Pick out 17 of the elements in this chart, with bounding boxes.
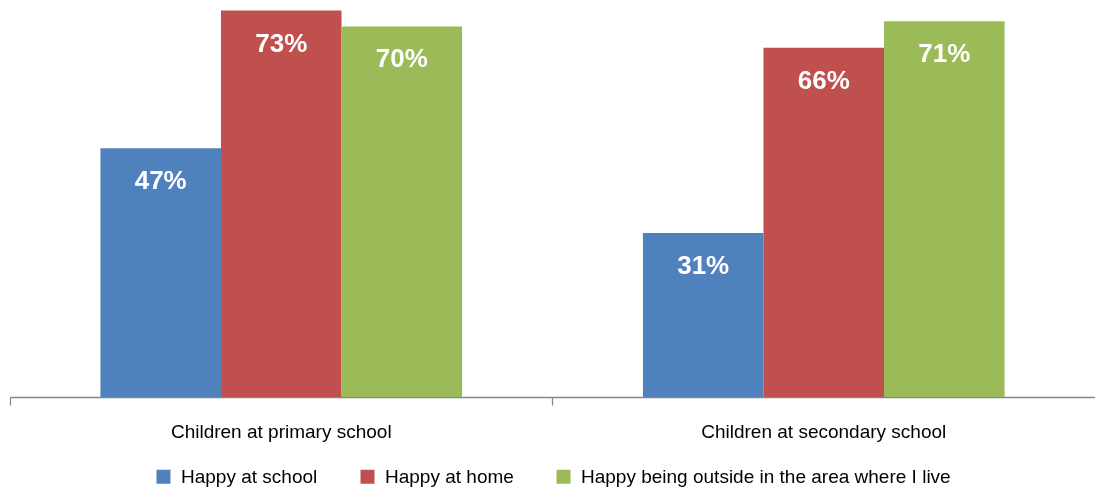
- data-label: 47%: [134, 165, 187, 196]
- bar: [884, 21, 1005, 397]
- data-label: 70%: [375, 43, 428, 74]
- bar: [220, 10, 342, 397]
- bar: [341, 26, 463, 397]
- data-label: 31%: [677, 249, 730, 280]
- bar: [763, 47, 885, 397]
- data-label: 71%: [918, 38, 971, 69]
- legend-label: Happy at school: [181, 465, 318, 487]
- legend-label: Happy being outside in the area where I live: [581, 465, 951, 487]
- data-label: 66%: [797, 64, 850, 95]
- bar: [642, 232, 764, 397]
- x-tick-label: Children at primary school: [170, 420, 392, 442]
- bar: [100, 148, 221, 397]
- legend-label: Happy at home: [385, 465, 514, 487]
- x-tick-label: Children at secondary school: [701, 420, 947, 442]
- data-label: 73%: [255, 27, 308, 58]
